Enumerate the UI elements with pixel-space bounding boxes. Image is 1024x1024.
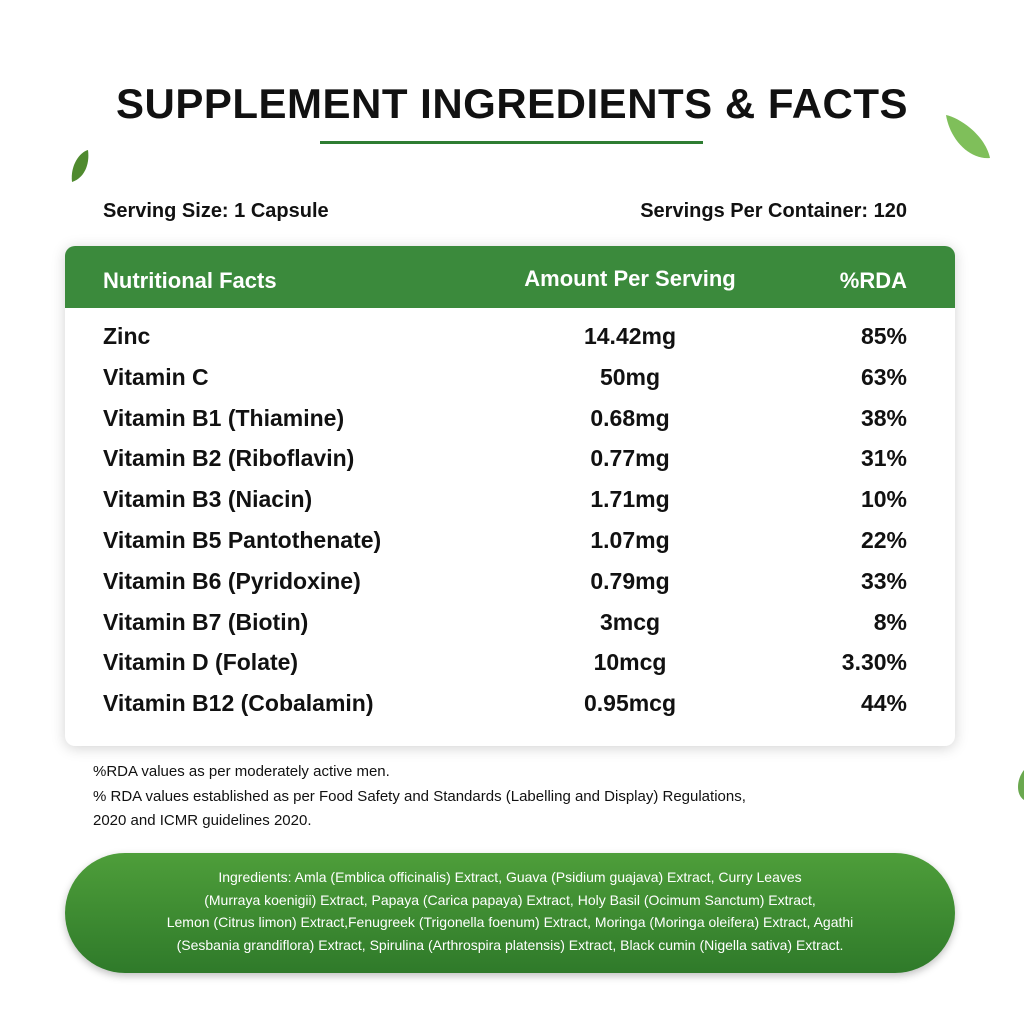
rda: 38% xyxy=(860,404,907,431)
rda: 8% xyxy=(873,608,907,635)
column-header: Nutritional Facts xyxy=(103,268,277,293)
nutrient-name: Vitamin B6 (Pyridoxine) xyxy=(103,567,361,594)
table-row: Vitamin B2 (Riboflavin) 0.77mg 31% xyxy=(65,443,955,483)
table-header: Nutritional Facts Amount Per Serving %RD… xyxy=(65,246,955,308)
amount: 0.79mg xyxy=(590,567,670,594)
amount: 1.71mg xyxy=(590,486,670,513)
table-row: Vitamin B5 Pantothenate) 1.07mg 22% xyxy=(65,525,955,565)
table-row: Vitamin B3 (Niacin) 1.71mg 10% xyxy=(65,484,955,524)
nutrient-name: Vitamin B12 (Cobalamin) xyxy=(103,690,374,717)
nutrient-name: Vitamin B2 (Riboflavin) xyxy=(103,445,355,472)
note: 2020 and ICMR guidelines 2020. xyxy=(93,812,312,829)
nutrient-name: Vitamin B3 (Niacin) xyxy=(103,486,313,513)
nutrient-name: Vitamin D (Folate) xyxy=(103,649,299,676)
rda: 85% xyxy=(860,323,907,349)
amount: 0.68mg xyxy=(590,404,670,431)
rda: 10% xyxy=(860,486,907,513)
rda: 31% xyxy=(860,445,907,472)
rda: 22% xyxy=(860,527,907,553)
column-header: %RDA xyxy=(839,268,907,293)
table-row: Vitamin B7 (Biotin) 3mcg 8% xyxy=(65,607,955,647)
table-row: Vitamin B1 (Thiamine) 0.68mg 38% xyxy=(65,403,955,443)
rda: 44% xyxy=(860,690,907,717)
ingredients-box: Ingredients: Amla (Emblica officinalis) … xyxy=(65,853,955,973)
amount: 1.07mg xyxy=(590,527,670,553)
leaf xyxy=(1018,770,1024,800)
table-row: Vitamin B12 (Cobalamin) 0.95mcg 44% xyxy=(65,688,955,728)
amount: 0.77mg xyxy=(590,445,670,472)
column-header: Amount Per Serving xyxy=(524,266,736,291)
amount: 3mcg xyxy=(599,608,661,635)
ingredients-line: Ingredients: Amla (Emblica officinalis) … xyxy=(218,869,802,885)
ingredients-line: Lemon (Citrus limon) Extract,Fenugreek (… xyxy=(166,914,854,931)
note: % RDA values established as per Food Saf… xyxy=(93,787,746,805)
leaf xyxy=(946,115,990,159)
ingredients-line: (Murraya koenigii) Extract, Papaya (Cari… xyxy=(204,891,816,908)
nutrient-name: Vitamin B1 (Thiamine) xyxy=(103,404,345,431)
title: SUPPLEMENT INGREDIENTS & FACTS xyxy=(115,80,909,127)
rda: 3.30% xyxy=(841,649,907,676)
servings-per-container: Servings Per Container: 120 xyxy=(640,200,907,222)
table-row: Vitamin C 50mg 63% xyxy=(65,362,955,402)
rda: 63% xyxy=(860,363,907,390)
nutrient-name: Vitamin B5 Pantothenate) xyxy=(103,527,382,553)
nutrient-name: Vitamin C xyxy=(103,363,209,390)
table-row: Vitamin B6 (Pyridoxine) 0.79mg 33% xyxy=(65,566,955,606)
rda: 33% xyxy=(860,567,907,594)
ingredients-line: (Sesbania grandiflora) Extract, Spirulin… xyxy=(176,937,844,954)
nutrient-name: Vitamin B7 (Biotin) xyxy=(103,608,309,635)
amount: 10mcg xyxy=(593,649,667,676)
table-row: Vitamin D (Folate) 10mcg 3.30% xyxy=(65,647,955,687)
facts-table: Nutritional Facts Amount Per Serving %RD… xyxy=(65,246,955,746)
serving-size: Serving Size: 1 Capsule xyxy=(103,200,329,222)
amount: 14.42mg xyxy=(583,323,677,349)
nutrient-name: Zinc xyxy=(103,323,151,349)
leaf xyxy=(71,150,89,182)
amount: 50mg xyxy=(599,363,661,390)
amount: 0.95mcg xyxy=(583,690,677,717)
note: %RDA values as per moderately active men… xyxy=(93,763,390,780)
table-row: Zinc 14.42mg 85% xyxy=(65,321,955,361)
title-underline xyxy=(320,141,703,144)
